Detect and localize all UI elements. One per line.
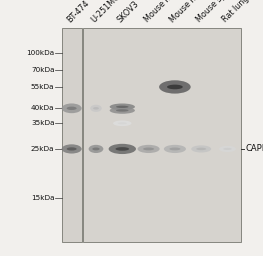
Text: 55kDa: 55kDa (31, 84, 54, 90)
Bar (83, 28, 241, 242)
Bar (62, 28, 82, 242)
Ellipse shape (116, 106, 129, 108)
Ellipse shape (219, 146, 236, 152)
Text: U-251MG: U-251MG (90, 0, 122, 24)
Ellipse shape (118, 122, 127, 124)
Ellipse shape (110, 107, 135, 114)
Text: Mouse heart: Mouse heart (169, 0, 210, 24)
Ellipse shape (67, 106, 77, 110)
Ellipse shape (164, 145, 186, 153)
Ellipse shape (143, 147, 154, 150)
Ellipse shape (93, 107, 99, 110)
Text: Mouse spleen: Mouse spleen (195, 0, 240, 24)
Ellipse shape (62, 103, 82, 113)
Ellipse shape (62, 144, 82, 154)
Ellipse shape (115, 147, 129, 151)
Text: Rat lung: Rat lung (221, 0, 251, 24)
Ellipse shape (116, 109, 129, 112)
Ellipse shape (138, 145, 160, 153)
Text: Mouse lung: Mouse lung (142, 0, 181, 24)
Text: 40kDa: 40kDa (31, 105, 54, 111)
Ellipse shape (92, 147, 100, 150)
Text: 100kDa: 100kDa (26, 50, 54, 56)
Ellipse shape (196, 148, 206, 150)
Ellipse shape (159, 80, 191, 94)
Text: CAPNS1: CAPNS1 (245, 144, 263, 153)
Ellipse shape (113, 121, 132, 126)
Ellipse shape (110, 103, 135, 110)
Ellipse shape (167, 85, 183, 89)
Text: BT-474: BT-474 (65, 0, 91, 24)
Ellipse shape (169, 147, 180, 150)
Text: 35kDa: 35kDa (31, 120, 54, 126)
Text: SKOV3: SKOV3 (116, 0, 141, 24)
Ellipse shape (109, 144, 136, 154)
Ellipse shape (191, 145, 211, 153)
Ellipse shape (90, 105, 102, 112)
Ellipse shape (89, 145, 103, 153)
Ellipse shape (223, 148, 232, 150)
Ellipse shape (67, 147, 77, 151)
Text: 70kDa: 70kDa (31, 67, 54, 73)
Text: 15kDa: 15kDa (31, 195, 54, 201)
Text: 25kDa: 25kDa (31, 146, 54, 152)
